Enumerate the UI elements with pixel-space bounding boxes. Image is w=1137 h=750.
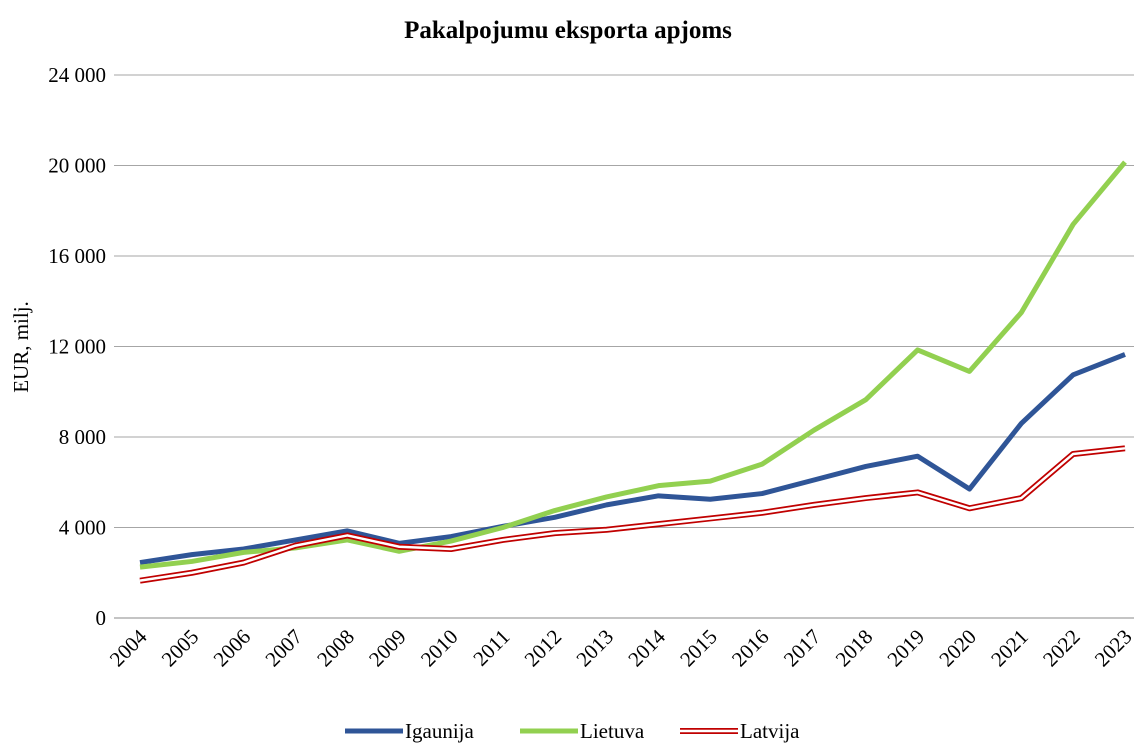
- x-tick-label: 2015: [675, 625, 722, 672]
- series-line: [139, 352, 1126, 566]
- x-tick-label: 2017: [779, 625, 826, 672]
- legend-label: Latvija: [740, 719, 800, 743]
- x-tick-label: 2021: [986, 625, 1033, 672]
- x-tick-label: 2009: [364, 625, 411, 672]
- x-tick-label: 2020: [934, 625, 981, 672]
- y-tick-label: 12 000: [48, 335, 106, 359]
- x-tick-label: 2023: [1090, 625, 1137, 672]
- x-tick-label: 2012: [520, 625, 567, 672]
- y-tick-label: 24 000: [48, 63, 106, 87]
- x-tick-label: 2004: [105, 624, 152, 671]
- y-axis-label: EUR, milj.: [9, 301, 33, 393]
- x-tick-label: 2013: [571, 625, 618, 672]
- x-tick-label: 2014: [623, 624, 670, 671]
- x-tick-label: 2016: [727, 625, 774, 672]
- x-tick-label: 2007: [260, 625, 307, 672]
- x-tick-label: 2008: [312, 625, 359, 672]
- x-tick-label: 2011: [468, 625, 514, 671]
- x-tick-label: 2018: [831, 625, 878, 672]
- y-tick-label: 4 000: [59, 516, 106, 540]
- series-line: [139, 445, 1126, 584]
- legend-label: Igaunija: [405, 719, 474, 743]
- y-tick-label: 0: [96, 606, 107, 630]
- x-tick-label: 2010: [416, 625, 463, 672]
- y-tick-label: 16 000: [48, 244, 106, 268]
- x-tick-label: 2019: [882, 625, 929, 672]
- x-tick-label: 2005: [157, 625, 204, 672]
- x-tick-label: 2022: [1038, 625, 1085, 672]
- y-tick-label: 20 000: [48, 154, 106, 178]
- legend-label: Lietuva: [580, 719, 645, 743]
- y-tick-label: 8 000: [59, 425, 106, 449]
- series-line-inner: [139, 447, 1126, 582]
- chart-title: Pakalpojumu eksporta apjoms: [404, 17, 732, 44]
- x-tick-label: 2006: [209, 625, 256, 672]
